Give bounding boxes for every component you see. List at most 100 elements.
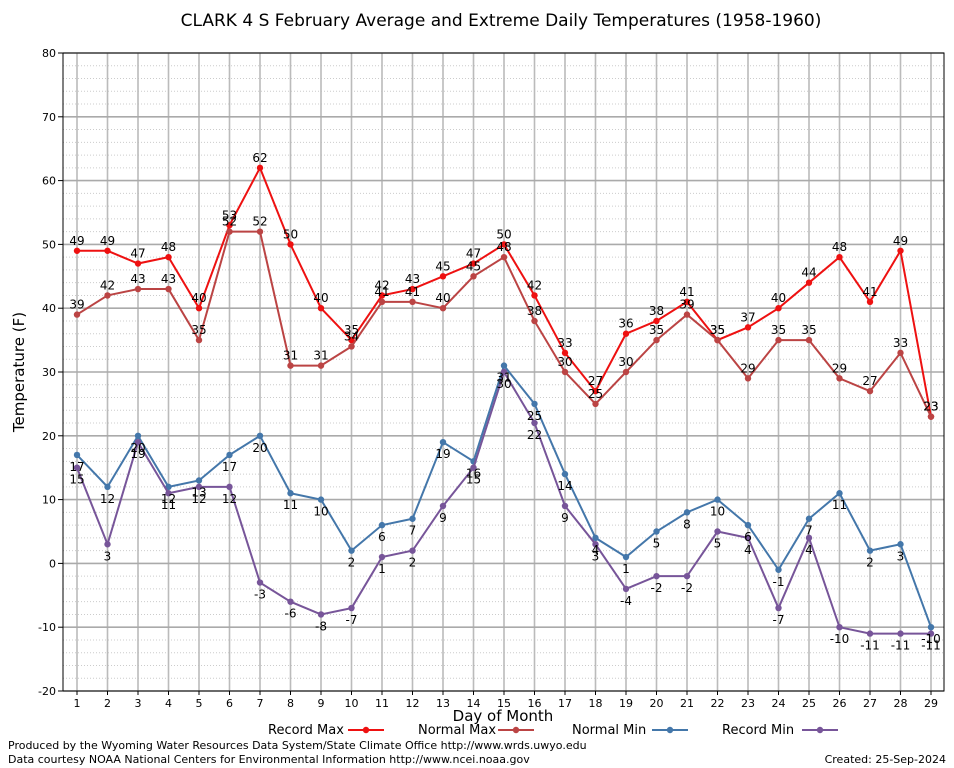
normal-min-point bbox=[653, 528, 660, 535]
record-max-data-label: 40 bbox=[771, 291, 786, 305]
normal-min-data-label: 20 bbox=[130, 441, 145, 455]
record-min-point bbox=[348, 604, 355, 612]
record-max-data-label: 44 bbox=[801, 266, 816, 280]
normal-min-point bbox=[348, 547, 355, 554]
record-max-data-label: 36 bbox=[618, 317, 633, 331]
record-max-point bbox=[561, 349, 569, 357]
normal-max-point bbox=[775, 336, 782, 344]
record-max-data-label: 50 bbox=[283, 227, 298, 241]
x-tick-label: 6 bbox=[226, 697, 233, 710]
normal-min-point bbox=[531, 400, 538, 408]
x-tick-label: 8 bbox=[287, 697, 294, 710]
record-max-point bbox=[653, 317, 660, 325]
y-tick-label: 80 bbox=[42, 47, 56, 60]
record-max-data-label: 49 bbox=[893, 234, 908, 248]
normal-min-point bbox=[195, 477, 203, 484]
record-max-data-label: 47 bbox=[130, 247, 145, 261]
normal-min-point bbox=[683, 509, 691, 516]
normal-min-data-label: 20 bbox=[252, 441, 267, 455]
normal-max-point bbox=[470, 273, 477, 280]
y-tick-label: -20 bbox=[38, 685, 56, 698]
record-min-data-label: -11 bbox=[891, 639, 911, 653]
x-tick-label: 24 bbox=[772, 697, 786, 710]
normal-min-data-label: 2 bbox=[866, 556, 874, 570]
record-max-data-label: 37 bbox=[740, 310, 755, 324]
record-max-data-label: 48 bbox=[832, 240, 847, 254]
normal-max-data-label: 34 bbox=[344, 329, 359, 343]
record-max-data-label: 33 bbox=[557, 336, 572, 350]
record-max-point bbox=[531, 292, 538, 299]
record-max-data-label: 49 bbox=[69, 234, 84, 248]
normal-min-data-label: 4 bbox=[592, 543, 600, 557]
y-tick-label: 40 bbox=[42, 302, 56, 315]
record-min-point bbox=[500, 368, 508, 376]
record-max-point bbox=[775, 305, 782, 312]
record-max-data-label: 42 bbox=[527, 278, 542, 292]
normal-max-data-label: 43 bbox=[161, 272, 176, 286]
normal-max-point bbox=[744, 375, 752, 382]
x-tick-label: 13 bbox=[436, 697, 450, 710]
normal-min-data-label: 11 bbox=[283, 498, 298, 512]
record-max-point bbox=[439, 273, 447, 280]
normal-min-data-label: 10 bbox=[710, 505, 725, 519]
normal-max-point bbox=[439, 305, 447, 312]
record-min-data-label: -7 bbox=[773, 613, 785, 627]
normal-max-point bbox=[592, 400, 599, 408]
normal-max-point bbox=[714, 336, 721, 344]
y-tick-label: 60 bbox=[42, 175, 56, 188]
record-min-data-label: 12 bbox=[191, 492, 206, 506]
record-min-point bbox=[653, 572, 660, 580]
record-min-data-label: 9 bbox=[561, 511, 569, 525]
y-tick-label: 70 bbox=[42, 111, 56, 124]
legend-label-normal-max: Normal Max bbox=[418, 723, 496, 738]
normal-max-data-label: 43 bbox=[130, 272, 145, 286]
record-max-data-label: 48 bbox=[161, 240, 176, 254]
x-tick-label: 25 bbox=[802, 697, 816, 710]
normal-min-point bbox=[897, 541, 904, 548]
record-min-point bbox=[622, 585, 630, 593]
record-max-point bbox=[836, 253, 843, 261]
normal-max-data-label: 29 bbox=[740, 361, 755, 375]
normal-max-data-label: 39 bbox=[679, 298, 694, 312]
normal-max-data-label: 41 bbox=[405, 285, 420, 299]
normal-max-data-label: 35 bbox=[191, 323, 206, 337]
normal-max-data-label: 52 bbox=[222, 215, 237, 229]
record-min-point bbox=[409, 547, 416, 554]
record-min-point bbox=[165, 490, 172, 497]
normal-max-point bbox=[104, 292, 111, 299]
normal-max-point bbox=[287, 362, 294, 369]
y-axis-label: Temperature (F) bbox=[10, 312, 28, 433]
y-tick-label: 10 bbox=[42, 494, 56, 507]
normal-max-data-label: 35 bbox=[801, 323, 816, 337]
legend-label-normal-min: Normal Min bbox=[572, 723, 646, 738]
record-max-data-label: 47 bbox=[466, 247, 481, 261]
record-max-point bbox=[348, 336, 355, 344]
record-min-point bbox=[927, 630, 935, 637]
series bbox=[73, 164, 935, 637]
x-tick-label: 23 bbox=[741, 697, 755, 710]
record-max-data-label: 23 bbox=[923, 400, 938, 414]
normal-max-data-label: 30 bbox=[618, 355, 633, 369]
normal-max-data-label: 39 bbox=[69, 298, 84, 312]
normal-min-point bbox=[134, 432, 142, 439]
normal-min-data-label: 12 bbox=[161, 492, 176, 506]
normal-max-data-label: 30 bbox=[557, 355, 572, 369]
legend-marker-record-min bbox=[816, 726, 824, 734]
record-min-data-label: 30 bbox=[496, 377, 511, 391]
record-max-point bbox=[104, 247, 111, 254]
normal-min-point bbox=[409, 515, 416, 522]
record-max-point bbox=[226, 222, 233, 229]
record-min-data-label: 22 bbox=[527, 428, 542, 442]
record-min-point bbox=[378, 553, 386, 561]
normal-max-data-label: 41 bbox=[374, 285, 389, 299]
normal-min-point bbox=[927, 624, 935, 631]
normal-max-data-label: 35 bbox=[710, 323, 725, 337]
normal-min-point bbox=[226, 451, 233, 459]
record-min-data-label: -2 bbox=[681, 581, 693, 595]
record-max-data-label: 35 bbox=[710, 323, 725, 337]
record-min-point bbox=[744, 534, 752, 542]
chart-title: CLARK 4 S February Average and Extreme D… bbox=[181, 11, 822, 31]
x-tick-label: 28 bbox=[894, 697, 908, 710]
x-tick-label: 1 bbox=[74, 697, 81, 710]
